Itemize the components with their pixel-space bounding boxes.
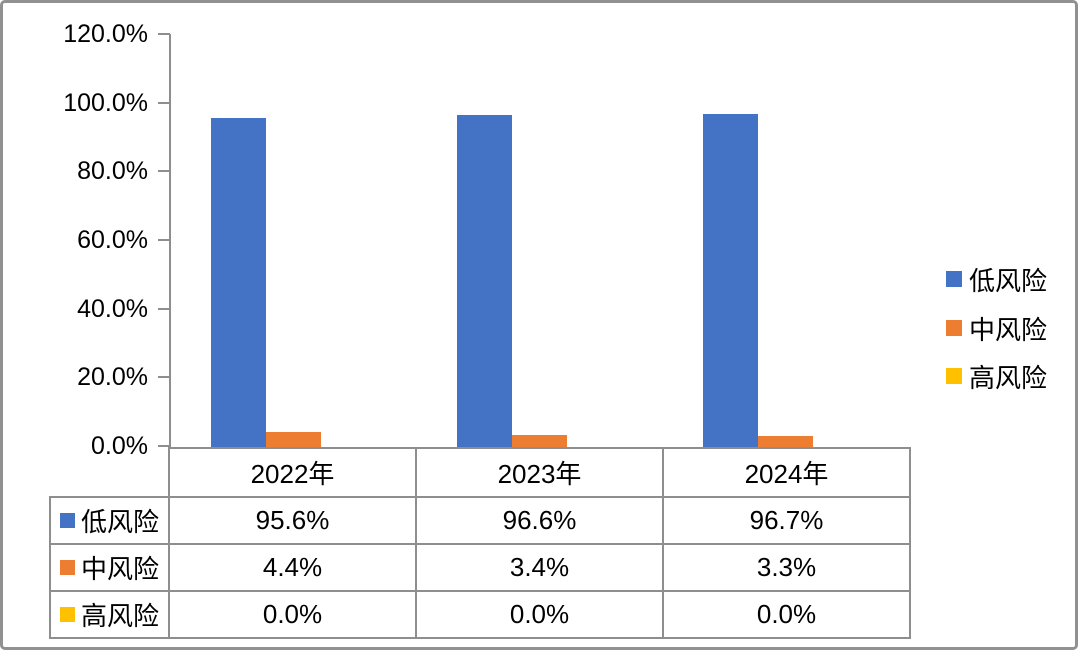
series-key-mid-risk-icon	[60, 560, 75, 575]
y-axis-tick-mark	[158, 308, 170, 310]
value-cell: 96.6%	[415, 496, 664, 545]
series-label-cell: 高风险	[49, 590, 170, 639]
value-cell: 0.0%	[168, 590, 417, 639]
value-cell: 3.3%	[662, 543, 911, 592]
value-cell: 3.4%	[415, 543, 664, 592]
y-axis-tick-mark	[158, 376, 170, 378]
data-table-row-low-risk: 低风险 95.6% 96.6% 96.7%	[49, 496, 911, 545]
legend-label: 中风险	[969, 314, 1048, 345]
y-axis-tick-label: 0.0%	[91, 432, 148, 460]
y-axis-line	[169, 34, 171, 448]
series-label-cell: 中风险	[49, 543, 170, 592]
y-axis-tick-label: 60.0%	[77, 226, 148, 254]
year-header-cell: 2022年	[168, 447, 417, 498]
bar-mid-risk-2023	[512, 435, 567, 447]
value-cell: 0.0%	[415, 590, 664, 639]
legend-label: 低风险	[969, 265, 1048, 296]
y-axis-tick-label: 80.0%	[77, 157, 148, 185]
value-cell: 0.0%	[662, 590, 911, 639]
year-header-cell: 2023年	[415, 447, 664, 498]
series-name: 低风险	[81, 507, 160, 537]
data-table-row-high-risk: 高风险 0.0% 0.0% 0.0%	[49, 590, 911, 639]
year-header-cell: 2024年	[662, 447, 911, 498]
plot-area	[171, 34, 908, 447]
legend-item-high-risk: 高风险	[946, 362, 1047, 393]
bar-low-risk-2023	[457, 114, 512, 447]
value-cell: 96.7%	[662, 496, 911, 545]
value-cell: 95.6%	[168, 496, 417, 545]
y-axis-tick-label: 120.0%	[63, 20, 148, 48]
legend-label: 高风险	[969, 362, 1048, 393]
series-name: 高风险	[81, 601, 160, 631]
data-table-header-row: 2022年 2023年 2024年	[168, 447, 911, 498]
legend-item-mid-risk: 中风险	[946, 314, 1047, 345]
series-key-high-risk-icon	[60, 607, 75, 622]
bar-mid-risk-2024	[757, 435, 813, 447]
y-axis-tick-mark	[158, 33, 170, 35]
legend-swatch-low-risk-icon	[946, 271, 962, 287]
data-table-row-mid-risk: 中风险 4.4% 3.4% 3.3%	[49, 543, 911, 592]
series-label-cell: 低风险	[49, 496, 170, 545]
bar-low-risk-2022	[211, 117, 267, 447]
y-axis-tick-label: 100.0%	[63, 89, 148, 117]
y-axis-tick-label: 20.0%	[77, 363, 148, 391]
y-axis-tick-mark	[158, 102, 170, 104]
value-cell: 4.4%	[168, 543, 417, 592]
bar-low-risk-2024	[702, 114, 758, 447]
series-key-low-risk-icon	[60, 513, 75, 528]
legend-swatch-mid-risk-icon	[946, 320, 962, 336]
y-axis-tick-mark	[158, 170, 170, 172]
legend-item-low-risk: 低风险	[946, 265, 1047, 296]
legend-swatch-high-risk-icon	[946, 368, 962, 384]
bar-mid-risk-2022	[266, 431, 322, 447]
y-axis-tick-label: 40.0%	[77, 295, 148, 323]
y-axis-tick-mark	[158, 445, 170, 447]
y-axis-tick-mark	[158, 239, 170, 241]
series-name: 中风险	[81, 554, 160, 584]
